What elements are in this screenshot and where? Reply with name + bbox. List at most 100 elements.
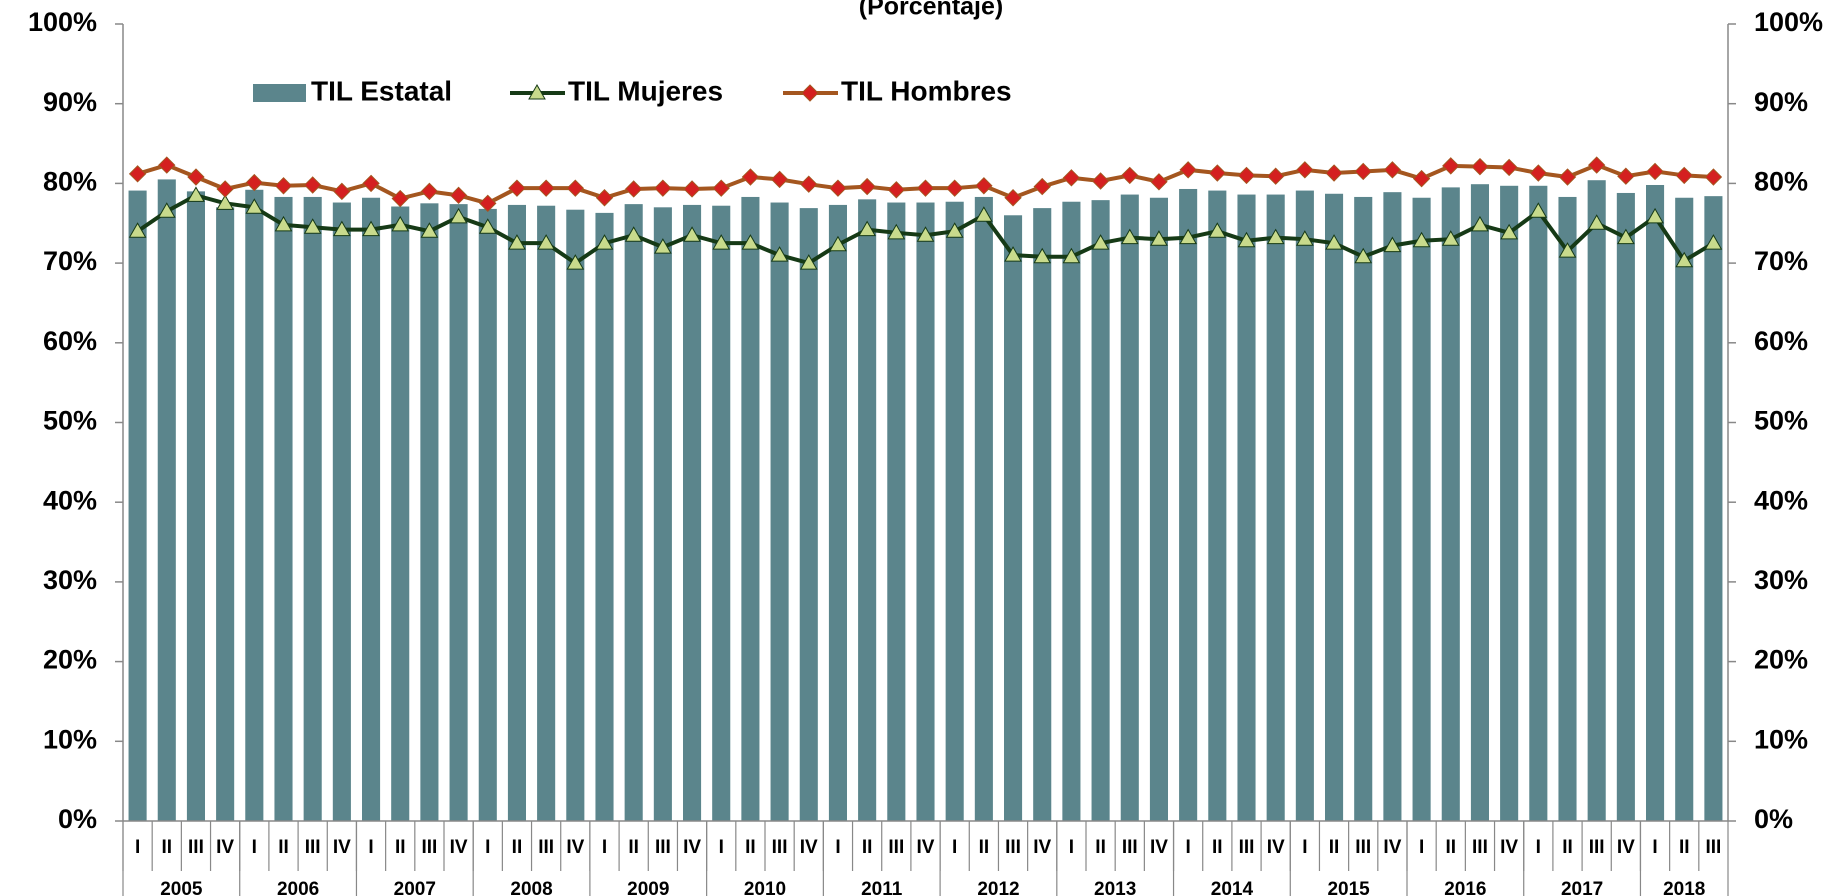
point-marker [712,179,730,197]
group-label: 2012 [977,879,1019,896]
bar [624,204,643,821]
x-tick-label: IV [1617,837,1635,858]
y-tick-label: 60% [43,326,97,356]
point-marker [1587,214,1606,230]
x-tick-label: III [655,837,671,858]
bar [858,199,877,822]
bar [420,203,439,821]
point-marker [449,186,468,205]
point-marker [624,180,643,198]
point-marker [1150,173,1168,191]
point-marker [770,246,789,262]
point-marker [1441,230,1460,246]
x-tick-label: I [1302,837,1307,858]
point-marker [1296,161,1314,179]
point-marker [683,180,701,198]
x-tick-label: IV [1150,837,1168,858]
bar [1033,208,1052,821]
bar [1470,184,1490,821]
x-tick-label: I [135,837,140,858]
bar [916,202,935,821]
point-marker [1529,202,1548,218]
point-marker [508,179,526,197]
point-marker [945,222,964,238]
point-marker [1150,230,1168,246]
point-marker [537,179,555,197]
point-marker [916,226,935,242]
bar [1120,194,1139,822]
point-marker [391,215,410,232]
x-tick-label: II [979,837,990,858]
point-marker [1121,166,1139,185]
point-marker [1646,207,1664,224]
x-tick-label: III [421,837,437,858]
bar [1412,197,1431,822]
point-marker [1412,169,1431,188]
x-tick-label: II [1445,837,1456,858]
point-marker [274,177,293,195]
point-marker [245,198,264,214]
bar [128,190,147,821]
y-tick-label: 70% [43,246,97,276]
point-marker [1062,247,1081,264]
point-marker [566,254,585,270]
point-marker [128,222,147,238]
point-marker [1237,166,1256,185]
bar [1529,185,1548,821]
point-marker [1587,156,1606,174]
point-marker [1208,222,1227,238]
bar [1616,192,1635,822]
y2-tick-label: 10% [1754,724,1808,754]
point-marker [1179,161,1197,179]
group-label: 2005 [160,879,203,896]
point-marker [1704,168,1723,186]
x-tick-label: I [485,837,490,858]
point-marker [478,218,497,234]
point-marker [333,182,351,201]
bar [1208,190,1227,821]
point-marker [1558,242,1577,258]
point-marker [683,226,701,242]
bar [799,208,818,821]
point-marker [303,176,322,194]
x-tick-label: I [602,837,607,858]
point-marker [1354,162,1372,181]
x-tick-label: II [395,837,406,858]
group-label: 2013 [1094,879,1136,896]
point-marker [420,222,439,238]
x-tick-label: III [1122,837,1138,858]
point-marker [1179,228,1197,245]
x-tick-label: II [278,837,289,858]
group-label: 2006 [277,879,319,896]
group-label: 2014 [1211,879,1254,896]
point-marker [945,179,964,197]
group-label: 2007 [394,879,436,896]
y2-tick-label: 60% [1754,326,1808,356]
point-marker [1033,247,1052,264]
point-marker [1325,234,1343,250]
point-marker [216,194,234,210]
y2-tick-label: 30% [1754,565,1808,595]
bar [303,196,322,822]
bar [595,212,614,821]
group-label: 2008 [510,879,552,896]
x-tick-label: IV [1033,837,1051,858]
point-marker [216,180,234,198]
bar [828,204,848,821]
point-marker [916,179,935,197]
point-marker [1033,177,1051,196]
bar [1645,184,1665,821]
x-tick-label: II [1212,837,1223,858]
x-tick-label: I [952,837,957,858]
point-marker [654,238,672,254]
bar [274,196,293,822]
x-tick-label: IV [566,837,584,858]
point-marker [187,186,205,202]
legend-swatch [253,84,306,102]
group-label: 2017 [1561,879,1603,896]
point-marker [712,234,731,250]
point-marker [1383,161,1402,179]
bar [1149,197,1169,822]
point-marker [975,177,993,195]
